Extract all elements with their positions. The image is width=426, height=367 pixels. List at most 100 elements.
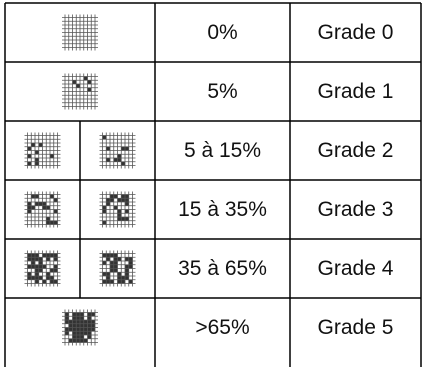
flake: [27, 253, 32, 258]
flake: [106, 146, 110, 151]
flake: [125, 194, 129, 199]
flake: [72, 331, 77, 335]
flake: [117, 213, 122, 217]
flake: [110, 253, 114, 258]
flake: [27, 146, 32, 151]
flake: [38, 257, 43, 261]
flake: [50, 154, 54, 158]
flake: [106, 253, 110, 258]
flake: [102, 279, 107, 284]
flake: [31, 205, 35, 210]
flake: [35, 264, 39, 269]
flake: [83, 327, 88, 332]
flake: [113, 253, 118, 258]
flake: [38, 143, 43, 147]
flake: [125, 257, 129, 261]
flake: [46, 205, 50, 210]
flake: [76, 323, 80, 328]
flake: [27, 154, 32, 158]
flake: [53, 257, 58, 261]
flake: [31, 253, 35, 258]
cross-cut-icon: [62, 309, 98, 346]
flake: [38, 261, 43, 265]
flake: [87, 312, 92, 317]
flake: [125, 264, 129, 269]
flake: [72, 327, 77, 332]
flake: [102, 253, 107, 258]
flake: [125, 198, 129, 202]
flake: [121, 198, 125, 202]
flake: [121, 217, 125, 221]
flake: [76, 335, 80, 339]
flake: [46, 220, 50, 225]
flake: [35, 268, 39, 273]
flake: [72, 80, 77, 84]
flake: [102, 205, 107, 210]
flake: [113, 158, 118, 162]
flake: [106, 279, 110, 284]
flake: [106, 272, 110, 276]
flake: [27, 276, 32, 280]
flake: [121, 161, 125, 166]
flake: [38, 276, 43, 280]
flake: [27, 161, 32, 166]
flake: [102, 209, 107, 214]
flake: [42, 202, 47, 206]
flake: [121, 276, 125, 280]
flake: [117, 154, 122, 158]
flake: [121, 279, 125, 284]
flake: [87, 320, 92, 324]
flake: [83, 338, 88, 343]
flake: [117, 198, 122, 202]
flake: [80, 320, 84, 324]
flake: [125, 146, 129, 151]
flake: [35, 279, 39, 284]
flake: [91, 312, 95, 317]
flake: [42, 264, 47, 269]
flake: [31, 143, 35, 147]
flake: [68, 327, 73, 332]
flake: [80, 312, 84, 317]
flake: [117, 257, 122, 261]
flake: [106, 276, 110, 280]
flake: [83, 323, 88, 328]
flake: [125, 272, 129, 276]
flake: [91, 327, 95, 332]
flake: [110, 279, 114, 284]
flake: [80, 323, 84, 328]
flake: [102, 220, 107, 225]
flake: [27, 257, 32, 261]
grade-cell: Grade 0: [318, 21, 394, 44]
flake: [35, 194, 39, 199]
flake: [65, 312, 69, 317]
flake: [110, 194, 114, 199]
cross-cut-icon: [24, 191, 61, 228]
flake: [76, 327, 80, 332]
percent-cell: >65%: [195, 316, 249, 339]
flake: [128, 264, 133, 269]
flake: [65, 331, 69, 335]
flake: [121, 146, 125, 151]
flake: [113, 257, 118, 261]
flake: [110, 261, 114, 265]
flake: [50, 194, 54, 199]
flake: [80, 316, 84, 320]
flake: [68, 323, 73, 328]
flake: [46, 276, 50, 280]
flake: [50, 220, 54, 225]
flake: [65, 316, 69, 320]
flake: [65, 320, 69, 324]
flake: [102, 272, 107, 276]
flake: [80, 335, 84, 339]
cross-cut-icon: [24, 132, 61, 169]
flake: [113, 205, 118, 210]
flake: [65, 327, 69, 332]
flake: [42, 253, 47, 258]
flake: [53, 279, 58, 284]
cross-cut-icon: [24, 250, 61, 287]
flake: [87, 80, 92, 84]
flake: [72, 335, 77, 339]
flake: [53, 268, 58, 273]
flake: [53, 209, 58, 214]
